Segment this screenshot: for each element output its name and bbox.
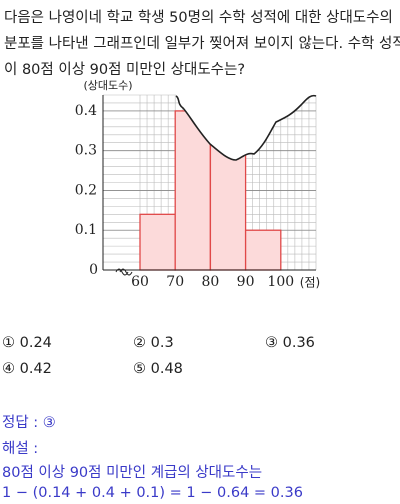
explanation-title: 해설 :	[2, 441, 39, 457]
y-tick-label: 0.4	[75, 103, 97, 119]
explanation-line: 1 − (0.14 + 0.4 + 0.1) = 1 − 0.64 = 0.36	[2, 485, 303, 501]
question-line: 다음은 나영이네 학교 학생 50명의 수학 성적에 대한 상대도수의	[4, 10, 393, 26]
x-tick-label: 60	[131, 274, 149, 290]
bar	[244, 229, 282, 271]
torn-area	[176, 85, 318, 160]
y-tick-label: 0.1	[75, 222, 97, 238]
choice: ③ 0.36	[265, 335, 315, 351]
y-tick-label: 0.3	[75, 143, 97, 159]
choice: ④ 0.42	[2, 361, 52, 377]
y-axis-label: (상대도수)	[83, 79, 132, 92]
x-axis-label: (점)	[300, 276, 320, 290]
choice: ① 0.24	[2, 335, 52, 351]
choice: ⑤ 0.48	[133, 361, 183, 377]
question-line: 분포를 나타낸 그래프인데 일부가 찢어져 보이지 않는다. 수학 성적	[4, 36, 400, 52]
x-tick-label: 80	[201, 274, 219, 290]
question-line: 이 80점 이상 90점 미만인 상대도수는?	[4, 62, 246, 78]
explanation-line: 80점 이상 90점 미만인 계급의 상대도수는	[2, 465, 263, 481]
choice: ② 0.3	[133, 335, 174, 351]
x-tick-label: 100	[267, 274, 294, 290]
chart: (상대도수) (점) 0 0.1 0.2 0.3 0.4 60 70 80 90 100	[75, 79, 320, 290]
x-tick-label: 90	[237, 274, 255, 290]
y-tick-label: 0	[89, 262, 98, 278]
x-tick-label: 70	[166, 274, 184, 290]
torn-edge	[175, 94, 317, 161]
y-tick-label: 0.2	[75, 182, 97, 198]
answer: 정답 : ③	[2, 415, 56, 431]
axis-break	[115, 268, 133, 276]
bar	[139, 213, 176, 271]
